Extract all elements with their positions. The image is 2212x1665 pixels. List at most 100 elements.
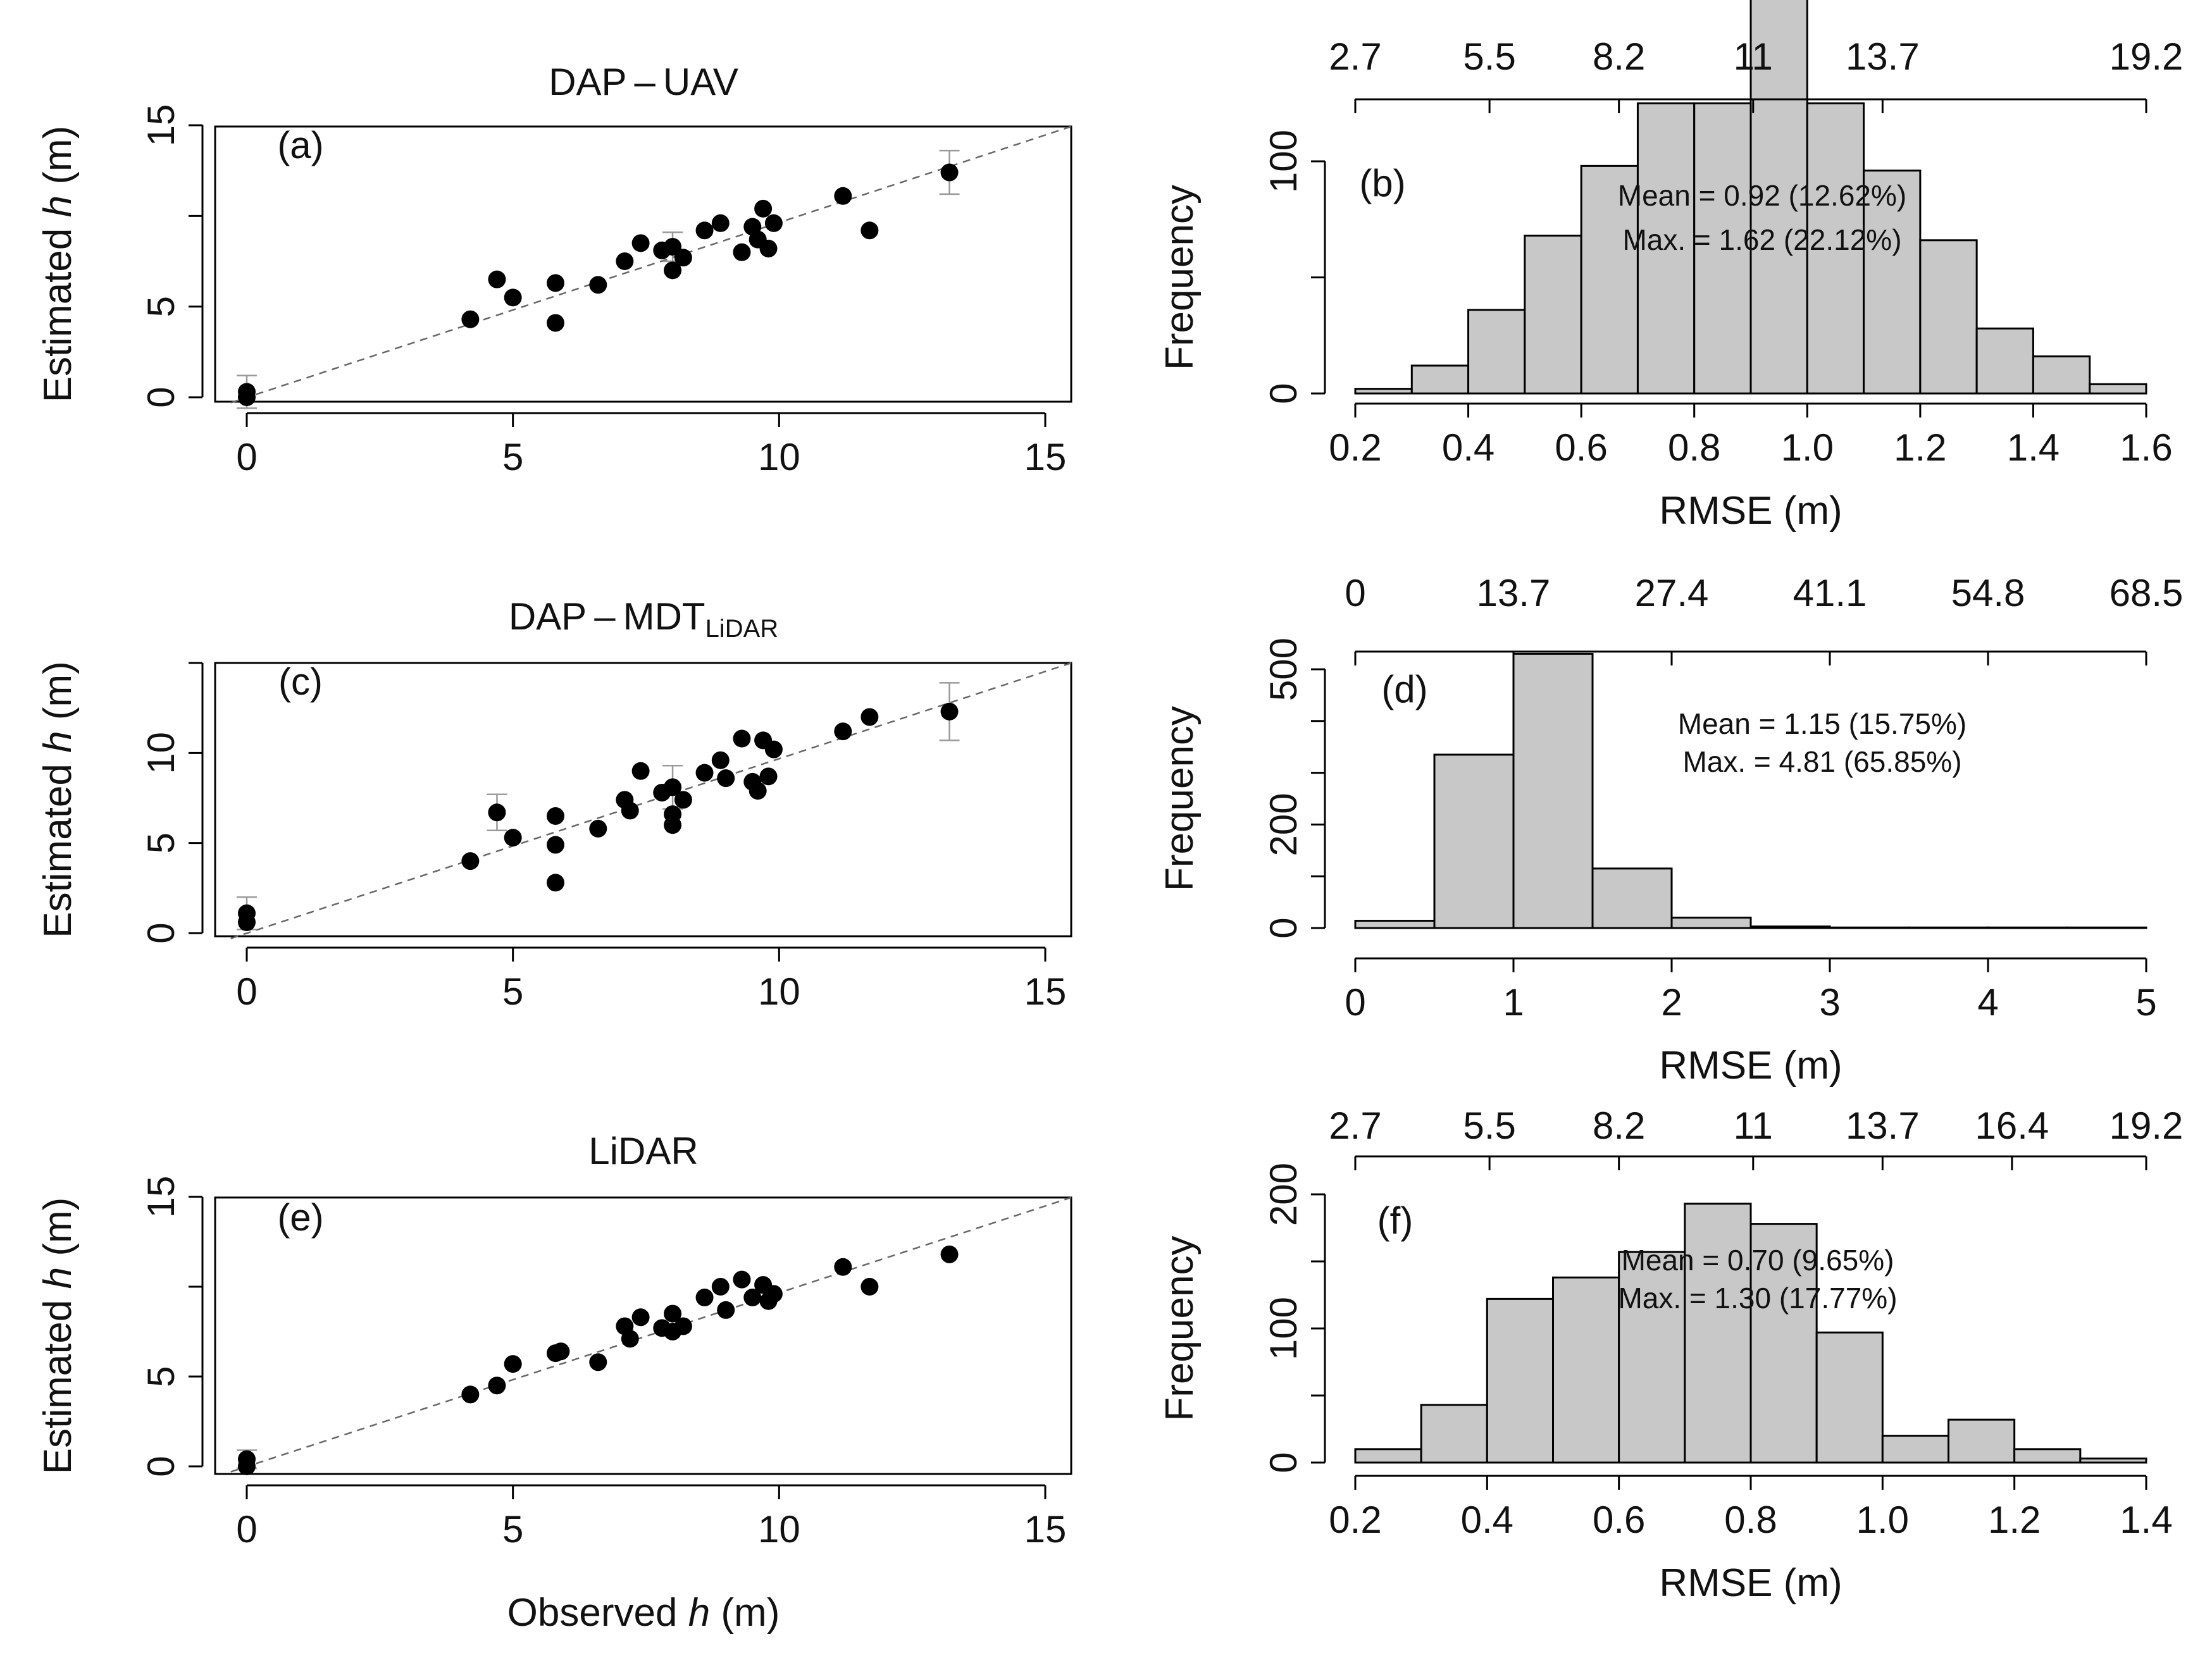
x-tick-label: 0 [236, 1508, 257, 1550]
histogram-bar [1618, 1251, 1686, 1464]
data-point [238, 1458, 256, 1475]
top-axis-label: 2.7 [1329, 1105, 1381, 1147]
y-tick-label: 0 [140, 922, 182, 943]
histogram-bar [1354, 920, 1436, 929]
y-title-part: (m) [36, 1198, 80, 1267]
x-tick-label: 15 [1024, 970, 1067, 1013]
data-point [743, 1289, 762, 1307]
x-tick-label: 0.8 [1668, 426, 1720, 469]
data-point [631, 762, 650, 780]
x-tick-label: 5 [502, 436, 523, 478]
y-title-part: Estimated [36, 1289, 80, 1474]
histogram-bar [1467, 309, 1526, 395]
x-tick-label: 0.8 [1724, 1499, 1777, 1541]
histogram-bar [1975, 327, 2034, 395]
data-point [546, 874, 564, 892]
y-tick-label: 15 [140, 1176, 182, 1218]
histogram-bar [1591, 867, 1673, 929]
x-axis-title: RMSE (m) [1659, 489, 1842, 533]
histogram-bar [1749, 1223, 1818, 1464]
top-axis-label: 0 [1345, 572, 1365, 614]
top-axis-label: 68.5 [2109, 572, 2184, 614]
data-point [940, 702, 959, 721]
y-axis-title: Estimated h (m) [36, 126, 80, 403]
data-point [717, 769, 735, 788]
data-point [664, 261, 682, 280]
histogram-bar [1684, 1203, 1752, 1464]
data-point [461, 852, 480, 870]
data-point [861, 708, 879, 726]
data-point [940, 163, 959, 182]
y-tick-label: 0 [1262, 1452, 1305, 1473]
x-tick-label: 15 [1024, 1508, 1067, 1550]
x-tick-label: 1.4 [2007, 426, 2060, 469]
panel-title-main: DAP – UAV [549, 61, 738, 103]
top-axis-label: 11 [1734, 35, 1773, 78]
panel-title-main: LiDAR [588, 1130, 698, 1172]
histogram-panel-f: 0.2 0.4 0.6 0.8 1.0 1.2 1.4 2.7 5.5 8.2 11 13.7 16.4… [1158, 1105, 2183, 1605]
y-axis-title: Frequency [1158, 1236, 1202, 1421]
data-point [546, 807, 564, 825]
panel-tag: (c) [278, 660, 323, 703]
one-to-one-line [230, 1196, 1072, 1473]
histogram-panel-d: 0 1 2 3 4 5 0 13.7 27.4 41.1 54.8 68.5 0 200 500 Freque… [1158, 572, 2183, 1087]
top-axis-label: 13.7 [1846, 1105, 1920, 1147]
panel-title-main: DAP – MDT [509, 595, 705, 638]
histogram-bar [1524, 234, 1582, 395]
top-axis-label: 54.8 [1951, 572, 2025, 614]
x-tick-label: 0.2 [1329, 1499, 1381, 1541]
y-tick-label: 0 [1262, 383, 1305, 404]
data-point [764, 214, 783, 232]
x-tick-label: 0 [1345, 981, 1365, 1024]
histogram-bar [1420, 1404, 1488, 1464]
y-tick-label: 500 [1262, 638, 1305, 701]
data-point [631, 234, 650, 252]
max-annotation: Max. = 1.30 (17.77%) [1618, 1282, 1897, 1315]
y-tick-label: 0 [1262, 917, 1305, 938]
top-axis-label: 19.2 [2109, 35, 2184, 78]
x-tick-label: 1.6 [2120, 426, 2172, 469]
data-point [552, 1342, 570, 1361]
y-tick-label: 100 [1262, 1297, 1305, 1360]
panel-title-subscript: LiDAR [705, 615, 779, 643]
x-tick-label: 5 [502, 970, 523, 1013]
data-point [940, 1245, 959, 1263]
top-axis-label: 27.4 [1635, 572, 1709, 614]
data-point [589, 1353, 607, 1371]
x-tick-label: 10 [758, 436, 800, 478]
scatter-panel-a: 0 5 10 15 0 5 15 Estimated h (m) DAP – UAV (a) [36, 61, 1072, 478]
data-point [695, 221, 714, 240]
y-title-italic: h [36, 1267, 80, 1289]
data-point [488, 270, 506, 288]
data-point [631, 1308, 650, 1327]
data-point [504, 288, 522, 307]
x-tick-label: 10 [758, 970, 800, 1013]
x-tick-label: 2 [1661, 981, 1682, 1024]
y-axis-title: Estimated h (m) [36, 661, 80, 938]
plot-frame [214, 125, 1072, 403]
x-tick-label: 3 [1819, 981, 1840, 1024]
histogram-bar [1749, 0, 1808, 395]
histogram-bar [1512, 652, 1594, 929]
x-tick-label: 5 [502, 1508, 523, 1550]
histogram-bar [1486, 1297, 1554, 1464]
data-point [711, 751, 730, 769]
data-point [589, 276, 607, 294]
data-point [711, 1278, 730, 1296]
one-to-one-line [230, 125, 1072, 404]
panel-tag: (e) [277, 1196, 323, 1239]
top-axis-label: 8.2 [1593, 35, 1645, 78]
y-tick-label: 0 [140, 387, 182, 407]
x-title-part: Observed [507, 1591, 688, 1635]
top-axis-label: 8.2 [1593, 1105, 1645, 1147]
data-point [834, 187, 852, 205]
top-axis-label: 41.1 [1793, 572, 1867, 614]
histogram-bar [1908, 926, 1989, 929]
max-annotation: Max. = 4.81 (65.85%) [1682, 745, 1961, 778]
x-axis-title: RMSE (m) [1659, 1044, 1842, 1087]
x-tick-label: 0.6 [1555, 426, 1607, 469]
histogram-bar [1354, 388, 1413, 395]
data-point [764, 1285, 783, 1303]
histogram-bar [1806, 102, 1865, 395]
